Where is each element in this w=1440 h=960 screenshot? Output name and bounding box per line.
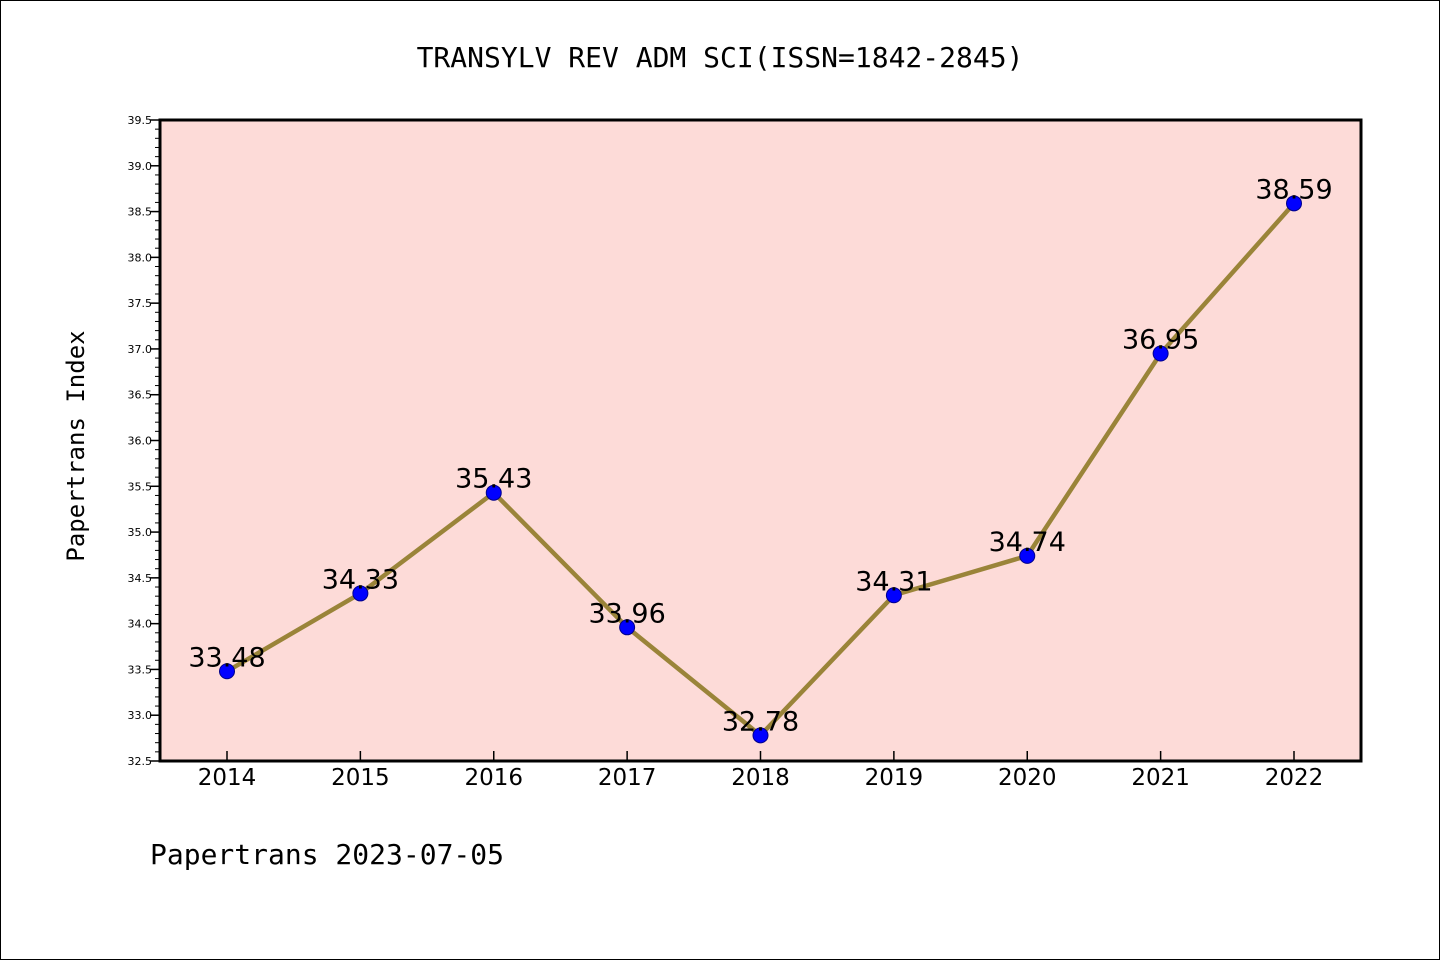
plot-border [158,118,1363,763]
data-label: 32.78 [722,706,799,737]
x-tick-label: 2017 [598,765,657,791]
data-label: 34.33 [322,564,399,595]
y-axis-ticks: 32.5 33.0 33.5 34.0 34.5 35.0 35.5 36.0 36.5 37.0… [128,114,160,768]
x-tick-label: 2016 [464,765,523,791]
y-tick-label: 35.5 [128,480,153,493]
x-tick-label: 2022 [1265,765,1324,791]
chart-title: TRANSYLV REV ADM SCI(ISSN=1842-2845) [417,41,1024,74]
data-label: 34.31 [855,566,932,597]
data-point [1152,345,1169,362]
y-tick-label: 37.5 [128,297,153,310]
data-label: 33.48 [188,642,265,673]
footer-note: Papertrans 2023-07-05 [150,838,504,871]
data-labels: 33.48 34.33 35.43 33.96 32.78 34.31 34.74 36.95… [188,174,1332,737]
y-tick-label: 39.5 [128,114,153,127]
data-point [885,587,902,604]
y-tick-label: 38.0 [128,251,153,264]
data-point [1019,547,1036,564]
y-tick-label: 32.5 [128,755,153,768]
data-point [352,585,369,602]
data-label: 33.96 [588,598,665,629]
plot-area [160,120,1361,761]
x-tick-label: 2021 [1131,765,1190,791]
y-tick-label: 33.0 [128,709,153,722]
x-tick-label: 2015 [331,765,390,791]
y-tick-label: 36.0 [128,435,153,448]
x-tick-label: 2019 [865,765,924,791]
y-axis-label: Papertrans Index [62,330,90,561]
y-tick-label: 36.5 [128,389,153,402]
y-tick-label: 37.0 [128,343,153,356]
data-point [752,727,769,744]
x-tick-label: 2014 [198,765,257,791]
y-tick-label: 38.5 [128,206,153,219]
y-tick-label: 33.5 [128,663,153,676]
data-label: 38.59 [1255,174,1332,205]
data-point [219,663,235,680]
data-label: 34.74 [989,527,1066,558]
data-label: 35.43 [455,464,532,495]
x-tick-label: 2018 [731,765,790,791]
data-point [619,619,636,636]
y-tick-label: 39.0 [128,160,153,173]
data-label: 36.95 [1122,325,1199,356]
y-tick-label: 34.0 [128,618,153,631]
data-point [1286,195,1302,212]
data-point [485,484,502,501]
data-markers [219,195,1302,744]
x-axis-ticks: 2014 2015 2016 2017 2018 2019 2020 2021 2022 [198,751,1324,791]
y-tick-label: 35.0 [128,526,153,539]
x-tick-label: 2020 [998,765,1057,791]
y-tick-label: 34.5 [128,572,153,585]
